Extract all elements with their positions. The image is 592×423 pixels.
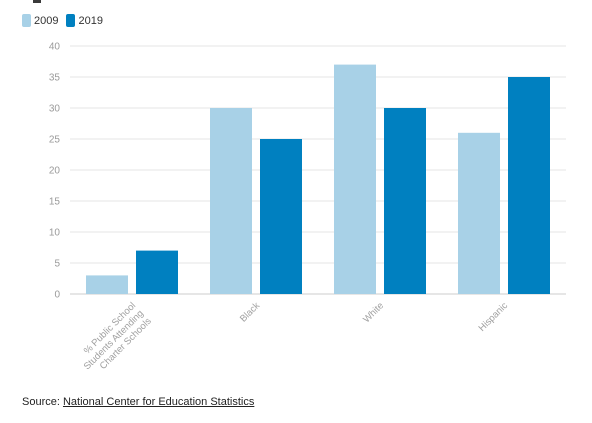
title-fragment <box>33 0 41 3</box>
x-tick-label-1: Black <box>238 300 262 324</box>
y-tick-label-30: 30 <box>49 104 61 115</box>
bar-2019-2[interactable] <box>384 108 426 294</box>
legend-swatch-2009 <box>22 14 31 27</box>
y-tick-label-35: 35 <box>49 73 61 84</box>
y-tick-label-10: 10 <box>49 228 61 239</box>
bar-2019-1[interactable] <box>260 139 302 294</box>
bar-2009-0[interactable] <box>86 275 128 294</box>
y-tick-label-15: 15 <box>49 197 61 208</box>
x-tick-label-line: Black <box>238 300 262 324</box>
source-link[interactable]: National Center for Education Statistics <box>62 396 255 408</box>
legend-label-2009: 2009 <box>34 14 59 27</box>
bar-2009-1[interactable] <box>210 108 252 294</box>
y-tick-label-40: 40 <box>49 42 61 53</box>
bar-2019-3[interactable] <box>508 77 550 294</box>
x-tick-label-3: Hispanic <box>477 300 511 334</box>
y-tick-label-5: 5 <box>54 259 60 270</box>
x-tick-label-line: White <box>361 300 386 325</box>
bar-2019-0[interactable] <box>136 250 178 294</box>
x-tick-label-line: Hispanic <box>477 300 511 334</box>
y-tick-label-25: 25 <box>49 135 61 146</box>
x-tick-label-0: % Public SchoolStudents AttendingCharter… <box>74 300 154 380</box>
legend-item-2019[interactable]: 2019 <box>66 14 103 27</box>
bar-2009-3[interactable] <box>458 132 500 294</box>
source-note: Source: National Center for Education St… <box>22 396 254 408</box>
source-prefix: Source: <box>22 396 63 408</box>
legend-swatch-2019 <box>66 14 76 27</box>
y-tick-label-20: 20 <box>49 166 61 177</box>
chart-legend: 2009 2019 <box>22 14 111 27</box>
x-tick-label-2: White <box>361 300 386 325</box>
y-tick-label-0: 0 <box>54 290 60 301</box>
bar-2009-2[interactable] <box>334 64 376 294</box>
legend-item-2009[interactable]: 2009 <box>22 14 58 27</box>
legend-label-2019: 2019 <box>78 14 103 27</box>
